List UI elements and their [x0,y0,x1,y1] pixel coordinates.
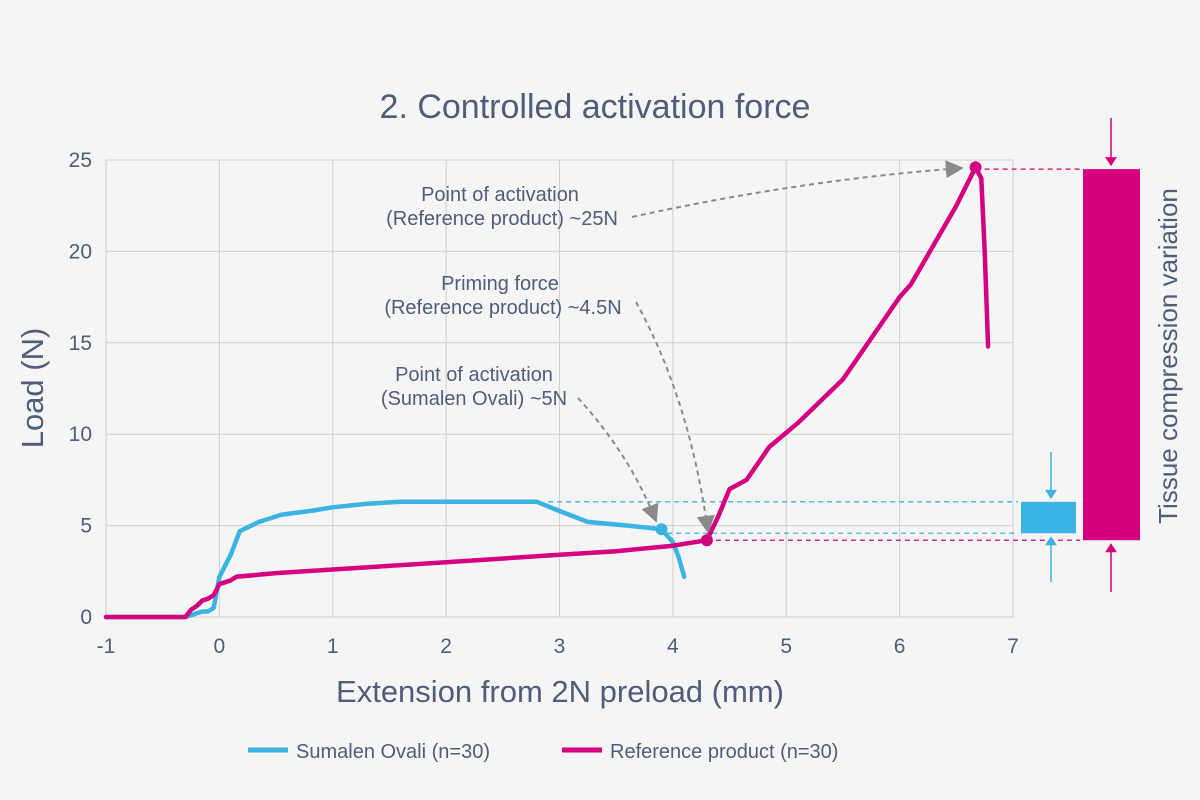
arrow-down-icon [1105,157,1117,167]
annotation-text: (Reference product) ~4.5N [384,297,621,319]
marker-layer [655,161,982,547]
x-axis-label: Extension from 2N preload (mm) [336,674,784,709]
x-tick-label: -1 [97,635,116,658]
data-point-marker [655,523,668,536]
annotation-arrow [577,397,659,523]
reference-lines [548,168,1080,541]
y-tick-label: 10 [69,423,92,446]
y-tick-label: 20 [69,240,92,263]
chart-title: 2. Controlled activation force [380,88,811,126]
x-tick-label: 3 [554,635,566,658]
arrow-down-icon [1045,489,1057,499]
x-tick-label: 4 [667,635,679,658]
y-tick-label: 15 [69,332,92,355]
legend-label-sumalen: Sumalen Ovali (n=30) [296,741,490,763]
variation-label: Tissue compression variation [1153,188,1183,524]
series-line-reference [103,165,991,620]
x-tick-label: 7 [1007,635,1019,658]
annotation-activation-reference: Point of activation (Reference product) … [386,160,964,230]
data-point-marker [700,534,713,547]
x-tick-label: 0 [214,635,226,658]
series-layer [103,165,991,620]
annotation-text: (Reference product) ~25N [386,208,618,230]
grid [105,159,1014,618]
y-tick-label: 0 [80,606,92,629]
x-tick-label: 5 [780,635,792,658]
y-tick-label: 25 [69,149,92,172]
arrow-up-icon [1045,536,1057,546]
annotation-priming-reference: Priming force (Reference product) ~4.5N [384,273,715,534]
annotation-arrow [635,301,715,534]
annotation-arrow [631,160,964,218]
variation-bar-sumalen [1021,501,1076,534]
variation-bar-reference [1083,169,1140,541]
y-axis-label: Load (N) [15,328,50,449]
annotation-text: Priming force [441,273,559,295]
y-tick-label: 5 [80,515,92,538]
annotation-text: (Sumalen Ovali) ~5N [381,388,567,410]
annotation-activation-sumalen: Point of activation (Sumalen Ovali) ~5N [381,364,659,523]
annotation-text: Point of activation [395,364,553,386]
x-tick-label: 2 [440,635,452,658]
tissue-compression-variation [1021,118,1140,592]
legend: Sumalen Ovali (n=30) Reference product (… [248,741,838,763]
arrow-up-icon [1105,543,1117,553]
x-tick-label: 6 [894,635,906,658]
x-tick-label: 1 [327,635,339,658]
data-point-marker [969,161,982,174]
annotation-text: Point of activation [421,184,579,206]
legend-label-reference: Reference product (n=30) [610,741,838,763]
series-line-sumalen [103,499,687,620]
